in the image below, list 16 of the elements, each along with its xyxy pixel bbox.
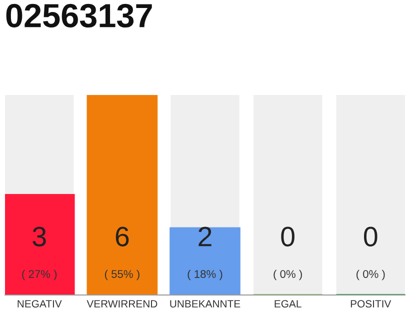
data-label: 0 <box>281 226 294 246</box>
x-tick-label: NEGATIV <box>18 300 62 308</box>
data-label: 3 <box>32 226 46 246</box>
annotation: ( 0% ) <box>356 270 385 280</box>
x-tick-label: POSITIV <box>350 300 392 308</box>
annotation: ( 0% ) <box>274 270 302 280</box>
x-tick-label: VERWIRREND <box>86 300 158 308</box>
annotation: ( 27% ) <box>22 270 57 280</box>
x-tick-label: EGAL <box>274 300 302 308</box>
data-label: 2 <box>198 226 212 246</box>
chart-title: 02563137 <box>6 4 152 28</box>
x-tick-label: UNBEKANNTE <box>170 300 240 308</box>
annotation: ( 55% ) <box>104 270 140 280</box>
annotation: ( 18% ) <box>188 270 222 280</box>
data-label: 0 <box>364 226 378 246</box>
data-label: 6 <box>116 226 129 246</box>
